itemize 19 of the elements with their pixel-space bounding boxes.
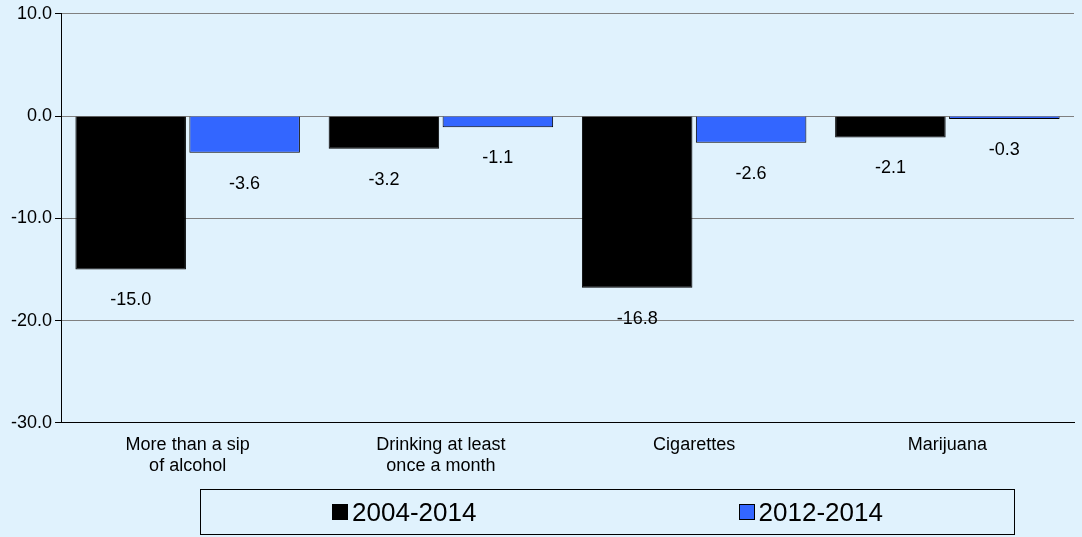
y-tick-label: 0.0 [27, 105, 53, 126]
y-tick-label: -30.0 [11, 411, 53, 432]
x-tick-label: Cigarettes [653, 433, 736, 454]
y-tick-label: -20.0 [11, 309, 53, 330]
data-label: -3.2 [368, 168, 400, 189]
y-tick-label: -10.0 [11, 207, 53, 228]
data-label: -16.8 [616, 307, 658, 328]
legend-label: 2004-2014 [352, 496, 477, 528]
data-label: -2.6 [735, 162, 767, 183]
x-tick-label: Drinking at least once a month [376, 433, 506, 476]
data-label: -0.3 [988, 139, 1020, 160]
legend-label: 2012-2014 [758, 496, 883, 528]
data-label: -1.1 [482, 147, 514, 168]
data-label: -2.1 [874, 157, 906, 178]
x-tick-label: Marijuana [907, 433, 988, 454]
y-tick-label: 10.0 [16, 2, 53, 23]
data-label: -3.6 [229, 172, 261, 193]
data-label: -15.0 [110, 289, 152, 310]
x-tick-label: More than a sip of alcohol [125, 433, 250, 476]
